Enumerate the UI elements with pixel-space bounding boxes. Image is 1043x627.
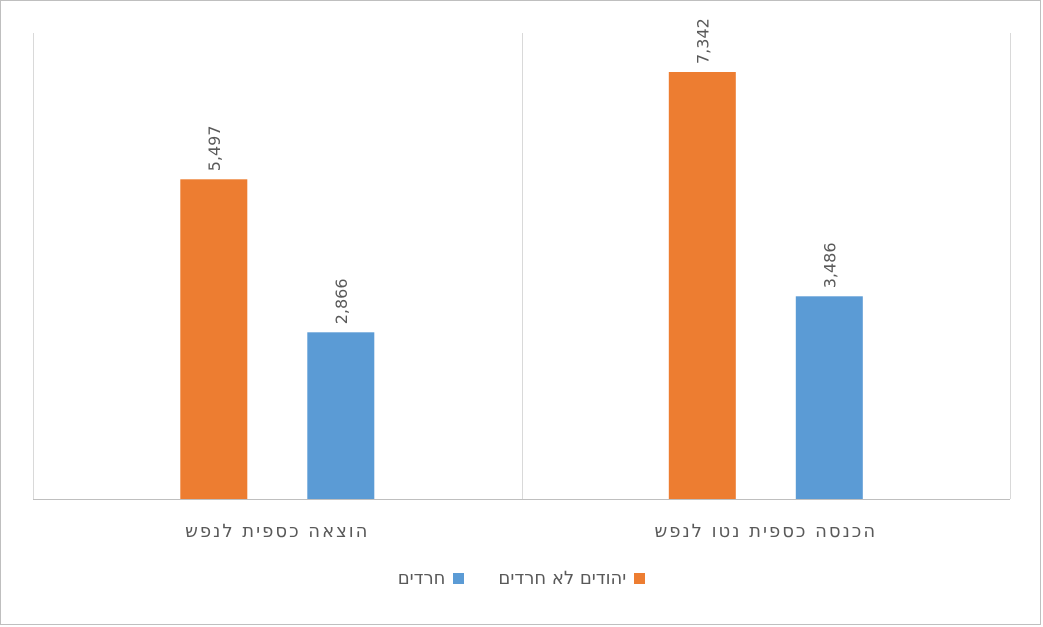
legend-item-haredi: חרדים <box>398 568 465 589</box>
bars <box>180 72 863 500</box>
category-labels: הכנסה כספית נטו לנפש הוצאה כספית לנפש <box>185 521 877 542</box>
axes <box>33 33 1011 500</box>
bar <box>307 332 375 499</box>
legend-swatch-non-haredi <box>634 573 646 584</box>
data-label: 7,342 <box>693 18 712 64</box>
data-label: 5,497 <box>205 125 224 171</box>
legend-item-non-haredi: יהודים לא חרדים <box>498 568 646 589</box>
legend-label-haredi: חרדים <box>397 568 446 589</box>
bar <box>795 296 863 499</box>
bar <box>668 72 736 499</box>
value-labels: 7,342 3,486 5,497 2,866 <box>205 18 839 324</box>
category-label: הכנסה כספית נטו לנפש <box>654 521 877 542</box>
legend: יהודים לא חרדים חרדים <box>0 568 1043 589</box>
legend-label-non-haredi: יהודים לא חרדים <box>498 568 627 589</box>
legend-swatch-haredi <box>453 573 465 584</box>
category-label: הוצאה כספית לנפש <box>185 521 369 542</box>
bar <box>180 179 248 500</box>
data-label: 3,486 <box>820 242 839 288</box>
bar-chart: 7,342 3,486 5,497 2,866 הכנסה כספית נטו לנפ… <box>33 18 1011 542</box>
data-label: 2,866 <box>332 278 351 324</box>
